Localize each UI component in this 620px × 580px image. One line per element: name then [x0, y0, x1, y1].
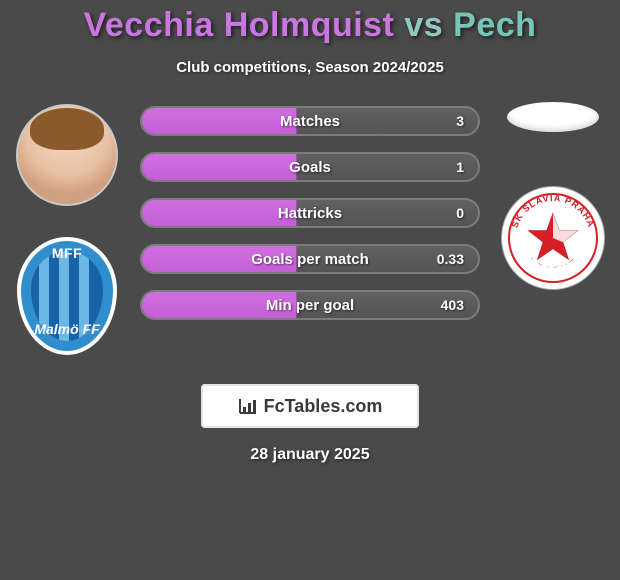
shield-outer: MFF Malmö FF	[17, 237, 117, 355]
stat-label: Matches	[142, 113, 478, 130]
date-label: 28 january 2025	[0, 446, 620, 464]
stat-label: Goals per match	[142, 251, 478, 268]
left-column: MFF Malmö FF	[12, 100, 122, 356]
stat-label: Goals	[142, 159, 478, 176]
bar-chart-icon	[238, 397, 258, 415]
club-abbrev: MFF	[17, 245, 117, 261]
stat-value-right: 403	[441, 297, 464, 313]
avatar-hair-shape	[30, 108, 104, 150]
stat-label: Min per goal	[142, 297, 478, 314]
stat-value-right: 0	[456, 205, 464, 221]
main-row: MFF Malmö FF Matches3 Goals1 Hattricks0 Goa…	[0, 100, 620, 356]
player-left-club-badge: MFF Malmö FF	[16, 236, 118, 356]
stat-row: Min per goal403	[140, 290, 480, 320]
slavia-star	[524, 209, 582, 267]
right-column: SK SLAVIA PRAHA FOTBAL	[498, 100, 608, 298]
player-right-club-badge: SK SLAVIA PRAHA FOTBAL	[502, 178, 604, 298]
club-name: Malmö FF	[17, 321, 117, 337]
stat-row: Goals per match0.33	[140, 244, 480, 274]
stat-row: Goals1	[140, 152, 480, 182]
stat-value-right: 3	[456, 113, 464, 129]
title-left: Vecchia Holmquist	[84, 6, 395, 44]
title-vs: vs	[394, 6, 453, 44]
stat-value-right: 0.33	[437, 251, 464, 267]
player-right-avatar-placeholder	[507, 102, 599, 132]
stat-row: Matches3	[140, 106, 480, 136]
player-left-avatar	[16, 104, 118, 206]
slavia-badge-icon: SK SLAVIA PRAHA FOTBAL	[502, 187, 604, 289]
stat-value-right: 1	[456, 159, 464, 175]
stat-label: Hattricks	[142, 205, 478, 222]
subtitle: Club competitions, Season 2024/2025	[0, 59, 620, 76]
page-title: Vecchia Holmquist vs Pech	[0, 6, 620, 45]
watermark-text: FcTables.com	[264, 396, 383, 417]
title-right: Pech	[453, 6, 536, 44]
stat-row: Hattricks0	[140, 198, 480, 228]
malmo-shield-icon: MFF Malmö FF	[17, 237, 117, 355]
infographic-container: Vecchia Holmquist vs Pech Club competiti…	[0, 0, 620, 464]
watermark[interactable]: FcTables.com	[201, 384, 419, 428]
stats-column: Matches3Goals1Hattricks0Goals per match0…	[140, 100, 480, 320]
